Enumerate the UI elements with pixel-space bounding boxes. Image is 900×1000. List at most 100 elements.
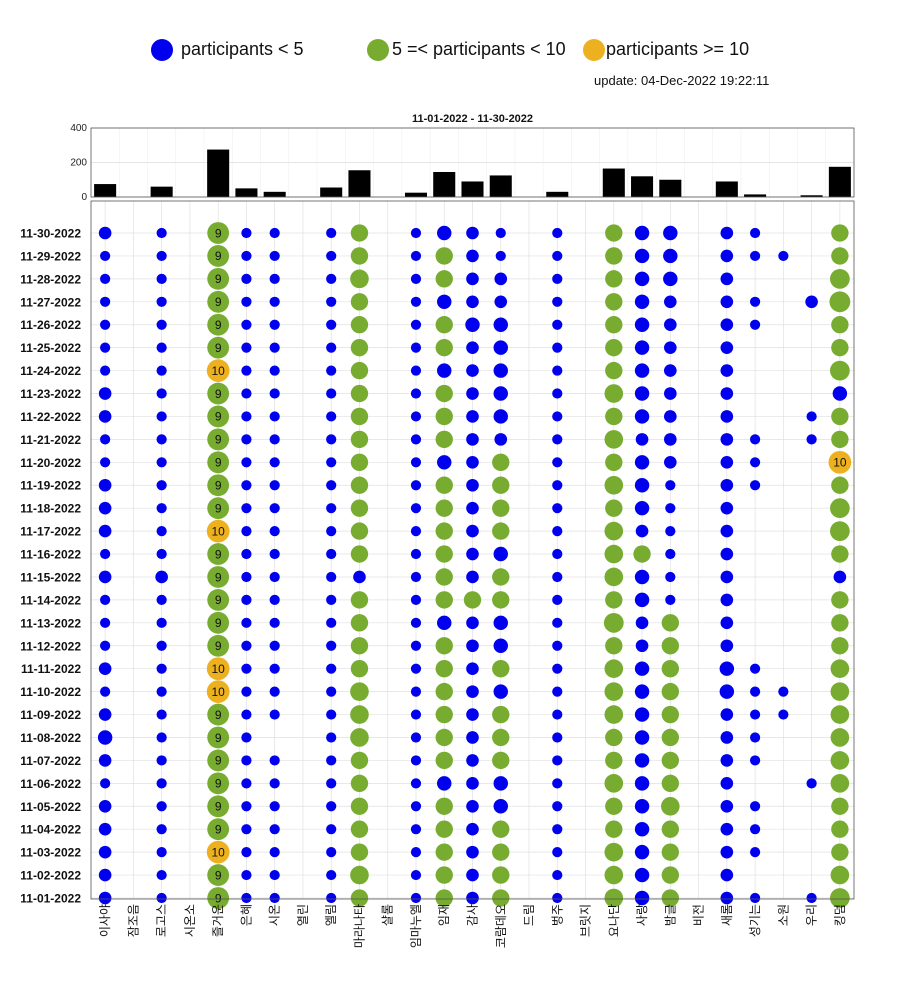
bubble-임마누엘-11-17-2022: [410, 526, 422, 537]
bubble-즐거운-11-29-2022: [207, 245, 230, 267]
bubble-새롬-11-09-2022: [720, 708, 734, 721]
bubble-이사야-11-29-2022: [100, 250, 111, 262]
bar-은혜: [235, 188, 258, 197]
bubble-새롬-11-04-2022: [720, 822, 734, 836]
bubble-value-label: 10: [833, 456, 847, 470]
bubble-value-label: 9: [215, 800, 222, 814]
bubble-value-label: 9: [215, 731, 222, 745]
bubble-요나단-11-13-2022: [603, 612, 624, 633]
bubble-새롬-11-21-2022: [720, 433, 734, 446]
bubble-소원-11-10-2022: [778, 686, 789, 697]
bubble-즐거운-11-23-2022: [207, 382, 230, 405]
bubble-value-label: 9: [215, 777, 222, 791]
bubble-이사야-11-22-2022: [98, 410, 112, 423]
bubble-요나단-11-30-2022: [605, 224, 623, 242]
bubble-시온-11-28-2022: [269, 273, 280, 284]
bubble-킹덤-11-21-2022: [831, 430, 849, 449]
category-label-코람데오: 코람데오: [494, 904, 508, 948]
bubble-로고스-11-28-2022: [156, 273, 167, 284]
bubble-코람데오-11-19-2022: [492, 476, 510, 494]
bubble-시온-11-01-2022: [269, 892, 280, 904]
bubble-엘림-11-07-2022: [326, 755, 337, 766]
bubble-새롬-11-27-2022: [720, 295, 734, 309]
bubble-value-label: 9: [215, 823, 222, 837]
bubble-요나단-11-18-2022: [605, 499, 623, 517]
bubble-마라나타-11-11-2022: [350, 660, 369, 678]
bubble-성기는-11-10-2022: [749, 686, 761, 697]
bubble-요나단-11-26-2022: [605, 316, 623, 334]
bubble-사랑-11-08-2022: [634, 730, 650, 745]
bubble-성기는-11-01-2022: [749, 892, 761, 904]
bubble-사랑-11-19-2022: [634, 478, 650, 493]
bubble-성기는-11-09-2022: [749, 709, 761, 720]
bubble-시온-11-15-2022: [269, 571, 280, 583]
bubble-이사야-11-09-2022: [98, 708, 112, 721]
bubble-벙주-11-16-2022: [552, 548, 563, 560]
bubble-새롬-11-16-2022: [720, 547, 734, 561]
bubble-우리-11-01-2022: [806, 892, 817, 904]
bar-로고스: [150, 186, 173, 197]
category-label-성기는: 성기는: [748, 904, 762, 937]
bubble-요나단-11-20-2022: [605, 453, 623, 471]
bubble-벙주-11-24-2022: [552, 365, 563, 376]
bubble-즐거운-11-10-2022: [206, 680, 230, 703]
bubble-킹덤-11-14-2022: [831, 591, 849, 609]
date-label: 11-04-2022: [20, 823, 81, 837]
bar-엘림: [320, 187, 343, 197]
bubble-value-label: 9: [215, 479, 222, 493]
bubble-코람데오-11-03-2022: [492, 843, 510, 861]
bubble-로고스-11-02-2022: [156, 869, 167, 881]
bubble-벙주-11-11-2022: [552, 663, 563, 674]
bubble-새롬-11-15-2022: [720, 570, 734, 584]
bubble-즐거운-11-12-2022: [207, 634, 230, 657]
bubble-이사야-11-13-2022: [100, 617, 111, 628]
bubble-임마누엘-11-09-2022: [410, 709, 422, 720]
bubble-즐거운-11-13-2022: [207, 611, 230, 634]
bubble-성기는-11-30-2022: [749, 227, 761, 239]
date-label: 11-03-2022: [20, 846, 81, 860]
bubble-감사-11-27-2022: [466, 295, 479, 309]
bubble-시온-11-21-2022: [269, 434, 280, 445]
bubble-이사야-11-20-2022: [100, 457, 111, 468]
bubble-벙주-11-01-2022: [552, 892, 563, 904]
bubble-value-label: 9: [215, 570, 222, 584]
bubble-즐거운-11-20-2022: [207, 451, 230, 474]
bubble-임마누엘-11-20-2022: [410, 457, 422, 468]
bubble-벙주-11-21-2022: [552, 434, 563, 445]
legend-label-low: participants < 5: [181, 39, 304, 59]
category-label-시온소: 시온소: [183, 904, 197, 937]
legend-dot-mid: [367, 39, 389, 61]
bubble-즐거운-11-01-2022: [207, 887, 230, 909]
bubble-value-label: 9: [215, 593, 222, 607]
category-label-열린: 열린: [296, 904, 310, 926]
bubble-엘림-11-08-2022: [326, 732, 337, 743]
category-label-시온: 시온: [268, 904, 282, 926]
bubble-은혜-11-11-2022: [241, 663, 252, 674]
bubble-임마누엘-11-10-2022: [410, 686, 422, 697]
date-label: 11-10-2022: [20, 685, 81, 699]
bubble-즐거운-11-15-2022: [207, 566, 230, 588]
bubble-킹덤-11-28-2022: [829, 268, 850, 289]
bubble-킹덤-11-23-2022: [832, 386, 848, 401]
bubble-킹덤-11-22-2022: [831, 407, 849, 426]
bubble-사랑-11-20-2022: [634, 455, 650, 470]
bubble-은혜-11-05-2022: [241, 801, 252, 812]
bubble-은혜-11-16-2022: [241, 548, 252, 560]
bar-새롬: [715, 181, 738, 197]
bubble-로고스-11-07-2022: [156, 755, 167, 766]
bubble-벙주-11-04-2022: [552, 824, 563, 835]
bubble-밤글-11-19-2022: [665, 480, 676, 491]
bubble-밤글-11-14-2022: [665, 594, 676, 605]
bubble-요나단-11-22-2022: [605, 407, 623, 426]
bubble-사랑-11-16-2022: [633, 545, 651, 563]
bubble-킹덤-11-17-2022: [829, 521, 850, 541]
bubble-은혜-11-04-2022: [241, 824, 252, 835]
bubble-이사야-11-06-2022: [100, 778, 111, 789]
bubble-로고스-11-12-2022: [156, 640, 167, 651]
date-label: 11-08-2022: [20, 731, 81, 745]
bubble-감사-11-11-2022: [466, 662, 479, 675]
bubble-임마누엘-11-03-2022: [410, 847, 422, 858]
bubble-새롬-11-24-2022: [720, 364, 734, 377]
bubble-요나단-11-03-2022: [604, 842, 624, 862]
